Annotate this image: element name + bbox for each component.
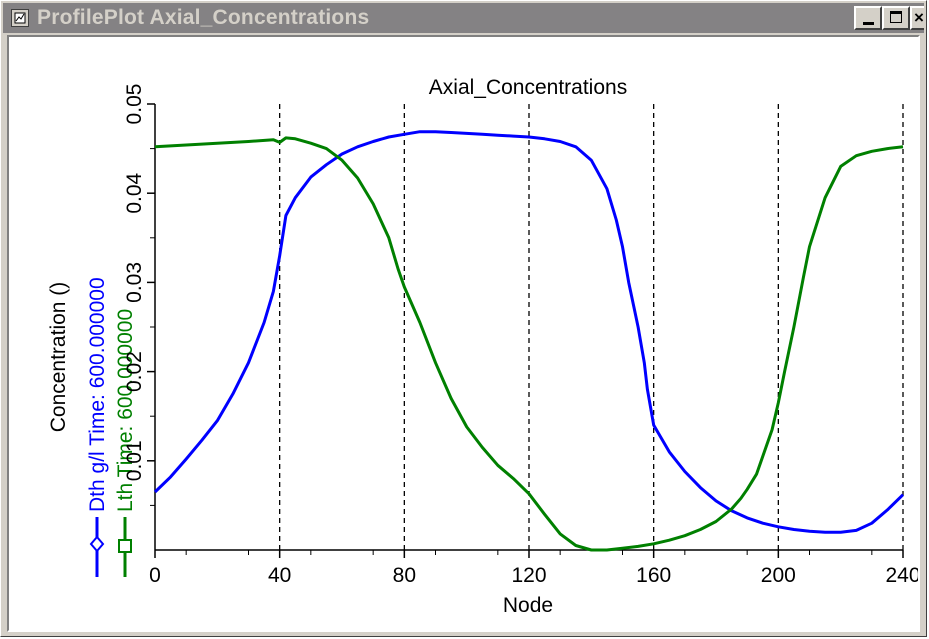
minimize-button[interactable] <box>854 6 882 30</box>
legend-item-1: Dth g/l Time: 600.000000 <box>86 277 109 577</box>
legend-square-marker <box>118 539 132 553</box>
app-icon[interactable] <box>11 9 29 27</box>
y-tick-label-0.01: 0.01 <box>123 440 146 481</box>
x-tick-label-40: 40 <box>268 564 291 587</box>
y-tick-label-0.02: 0.02 <box>123 351 146 392</box>
series-lines <box>153 130 905 552</box>
x-tick-label-160: 160 <box>636 564 671 587</box>
minimize-icon <box>863 22 874 25</box>
legend: Concentration () Dth g/l Time: 600.00000… <box>47 277 137 577</box>
series-line-1 <box>153 130 905 534</box>
x-tick-label-240: 240 <box>885 564 918 587</box>
x-ticks: 0 40 80 120 160 200 240 <box>149 550 918 587</box>
axial-concentrations-chart: Axial_Concentrations Node Concentration … <box>47 76 918 617</box>
x-tick-label-200: 200 <box>761 564 796 587</box>
title-bar[interactable]: ProfilePlot Axial_Concentrations × <box>3 3 924 33</box>
window-title: ProfilePlot Axial_Concentrations <box>37 6 370 29</box>
legend-label-2: Lth Time: 600.000000 <box>114 309 137 512</box>
y-tick-label-0.03: 0.03 <box>123 262 146 303</box>
legend-label-1: Dth g/l Time: 600.000000 <box>86 277 109 512</box>
chart-title: Axial_Concentrations <box>429 76 627 99</box>
close-icon: × <box>914 8 924 27</box>
y-ticks: 0.01 0.02 0.03 0.04 0.05 <box>123 84 155 506</box>
x-axis-label: Node <box>503 594 553 617</box>
grid <box>279 104 904 550</box>
close-button[interactable]: × <box>910 6 924 30</box>
y-tick-label-0.04: 0.04 <box>123 172 146 213</box>
y-tick-label-0.05: 0.05 <box>123 84 146 125</box>
x-tick-label-0: 0 <box>149 564 161 587</box>
legend-item-2: Lth Time: 600.000000 <box>114 309 137 577</box>
x-tick-label-120: 120 <box>511 564 546 587</box>
legend-diamond-marker <box>89 535 105 553</box>
maximize-icon <box>890 11 902 23</box>
maximize-button[interactable] <box>882 6 910 30</box>
y-axis-label: Concentration () <box>47 282 70 433</box>
x-tick-label-80: 80 <box>393 564 416 587</box>
series-line-2 <box>154 136 904 552</box>
plot-area: Axial_Concentrations Node Concentration … <box>7 35 920 632</box>
